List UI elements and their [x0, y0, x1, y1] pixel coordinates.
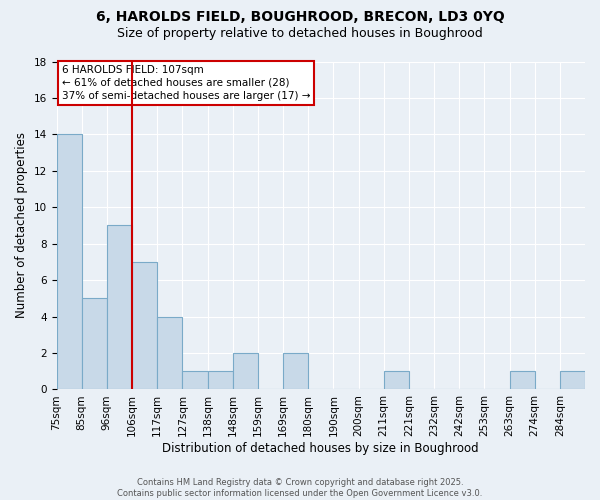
- Bar: [560, 371, 585, 390]
- Bar: [56, 134, 82, 390]
- Text: Contains HM Land Registry data © Crown copyright and database right 2025.
Contai: Contains HM Land Registry data © Crown c…: [118, 478, 482, 498]
- Bar: [383, 371, 409, 390]
- Bar: [82, 298, 107, 390]
- Bar: [208, 371, 233, 390]
- Bar: [233, 353, 258, 390]
- Text: 6 HAROLDS FIELD: 107sqm
← 61% of detached houses are smaller (28)
37% of semi-de: 6 HAROLDS FIELD: 107sqm ← 61% of detache…: [62, 65, 310, 101]
- Bar: [283, 353, 308, 390]
- Bar: [182, 371, 208, 390]
- X-axis label: Distribution of detached houses by size in Boughrood: Distribution of detached houses by size …: [163, 442, 479, 455]
- Text: Size of property relative to detached houses in Boughrood: Size of property relative to detached ho…: [117, 28, 483, 40]
- Text: 6, HAROLDS FIELD, BOUGHROOD, BRECON, LD3 0YQ: 6, HAROLDS FIELD, BOUGHROOD, BRECON, LD3…: [95, 10, 505, 24]
- Bar: [132, 262, 157, 390]
- Bar: [509, 371, 535, 390]
- Bar: [107, 226, 132, 390]
- Y-axis label: Number of detached properties: Number of detached properties: [15, 132, 28, 318]
- Bar: [157, 316, 182, 390]
